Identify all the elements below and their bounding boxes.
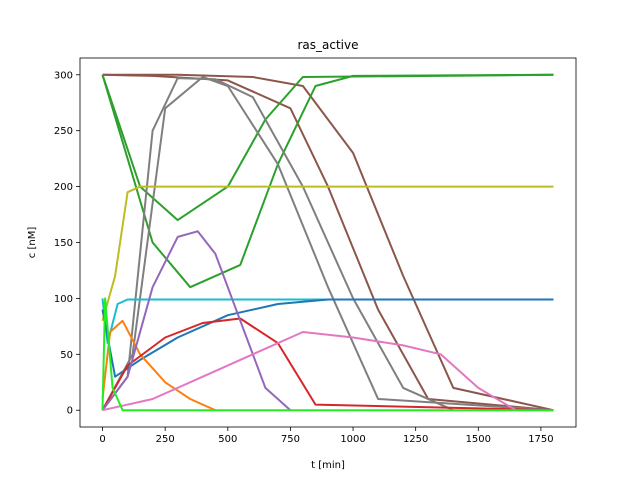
x-axis-label: t [min] xyxy=(311,460,345,471)
y-tick-label: 200 xyxy=(54,182,73,193)
chart-title: ras_active xyxy=(297,38,358,52)
series-layer xyxy=(101,73,554,412)
x-tick-label: 0 xyxy=(99,434,105,445)
series-line xyxy=(101,319,216,412)
series-line xyxy=(101,73,554,222)
x-tick-label: 750 xyxy=(281,434,300,445)
series-line xyxy=(101,297,554,412)
x-tick-label: 1250 xyxy=(403,434,428,445)
series-line xyxy=(102,73,554,412)
y-axis-ticks: 0 50 100 150 200 250 300 xyxy=(54,70,80,417)
x-tick-label: 500 xyxy=(218,434,237,445)
series-line xyxy=(101,230,292,411)
series-line xyxy=(101,73,554,289)
series-line xyxy=(101,298,554,378)
series-line xyxy=(101,185,554,322)
series-line xyxy=(101,317,554,412)
series-line xyxy=(102,73,554,412)
y-tick-label: 250 xyxy=(54,126,73,137)
y-tick-label: 100 xyxy=(54,294,73,305)
y-tick-label: 0 xyxy=(67,406,73,417)
series-line xyxy=(101,76,554,412)
x-tick-label: 1500 xyxy=(466,434,491,445)
y-tick-label: 300 xyxy=(54,70,73,81)
x-tick-label: 250 xyxy=(156,434,175,445)
x-tick-label: 1750 xyxy=(528,434,553,445)
y-axis-label: c [nM] xyxy=(27,227,38,259)
x-tick-label: 1000 xyxy=(340,434,365,445)
y-tick-label: 150 xyxy=(54,238,73,249)
series-line xyxy=(102,331,517,412)
x-axis-ticks: 0 250 500 750 1000 1250 1500 1750 xyxy=(99,427,554,445)
series-line xyxy=(101,77,454,412)
y-tick-label: 50 xyxy=(60,350,73,361)
